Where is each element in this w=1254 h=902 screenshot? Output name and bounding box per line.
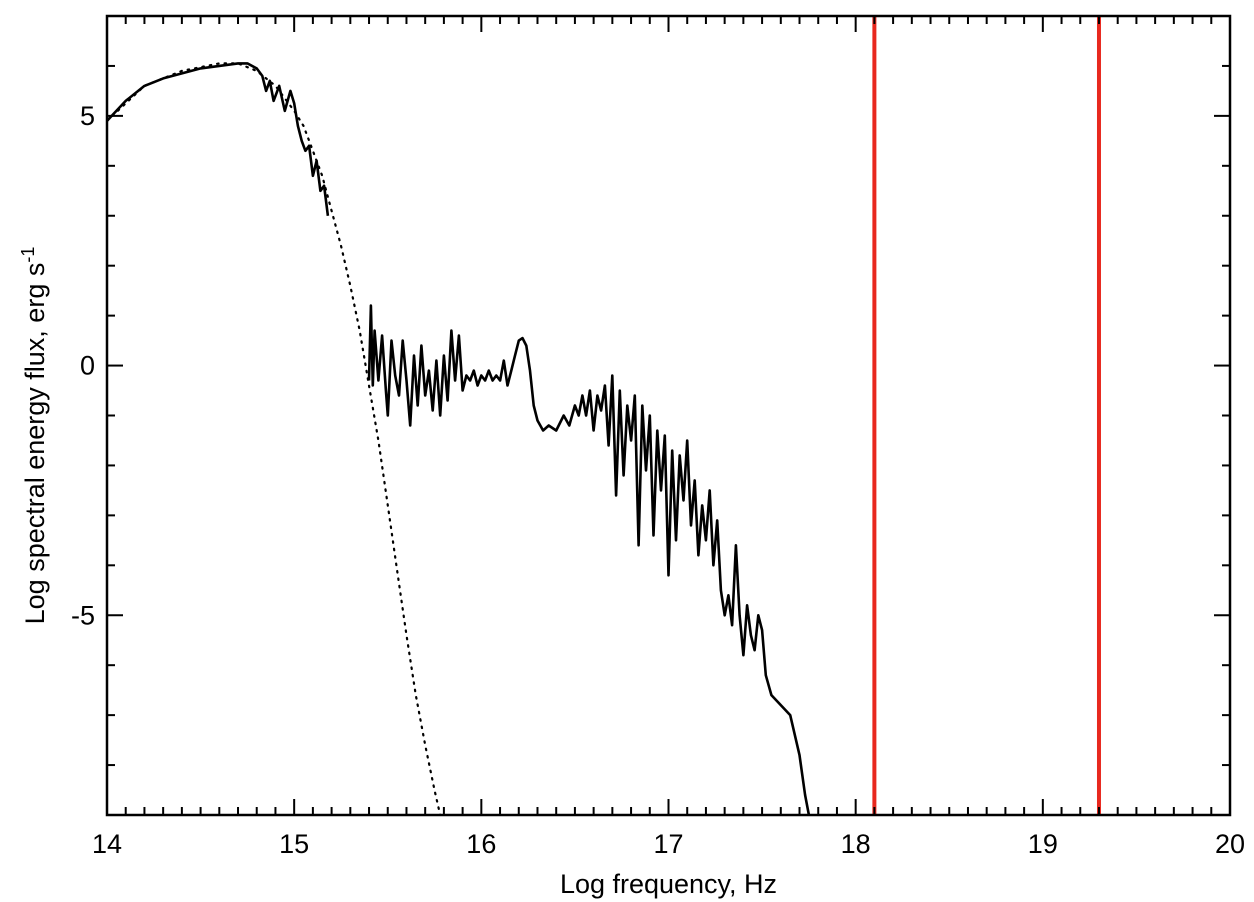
x-tick-label: 18 xyxy=(841,829,871,859)
x-tick-label: 17 xyxy=(653,829,683,859)
y-tick-label: 0 xyxy=(80,351,95,381)
plot-frame xyxy=(105,14,1232,817)
y-axis-label-superscript: -1 xyxy=(18,247,38,263)
x-tick-label: 16 xyxy=(466,829,496,859)
x-tick-label: 19 xyxy=(1028,829,1058,859)
tick-labels: 14 15 16 17 18 19 20 5 0 -5 xyxy=(71,101,1245,859)
x-axis-label: Log frequency, Hz xyxy=(560,869,777,899)
y-axis-label: Log spectral energy flux, erg s-1 xyxy=(18,247,50,625)
y-tick-label: -5 xyxy=(71,600,95,630)
solid-series-line-2 xyxy=(367,304,811,815)
x-tick-label: 14 xyxy=(92,829,122,859)
axis-ticks xyxy=(106,15,1231,816)
x-tick-label: 15 xyxy=(279,829,309,859)
x-tick-label: 20 xyxy=(1215,829,1245,859)
plot-marks xyxy=(107,16,1101,815)
solid-series-line-1 xyxy=(107,62,330,216)
y-axis-label-main: Log spectral energy flux, erg s xyxy=(20,263,50,625)
y-tick-label: 5 xyxy=(80,101,95,131)
dotted-series-line-1 xyxy=(107,62,442,815)
